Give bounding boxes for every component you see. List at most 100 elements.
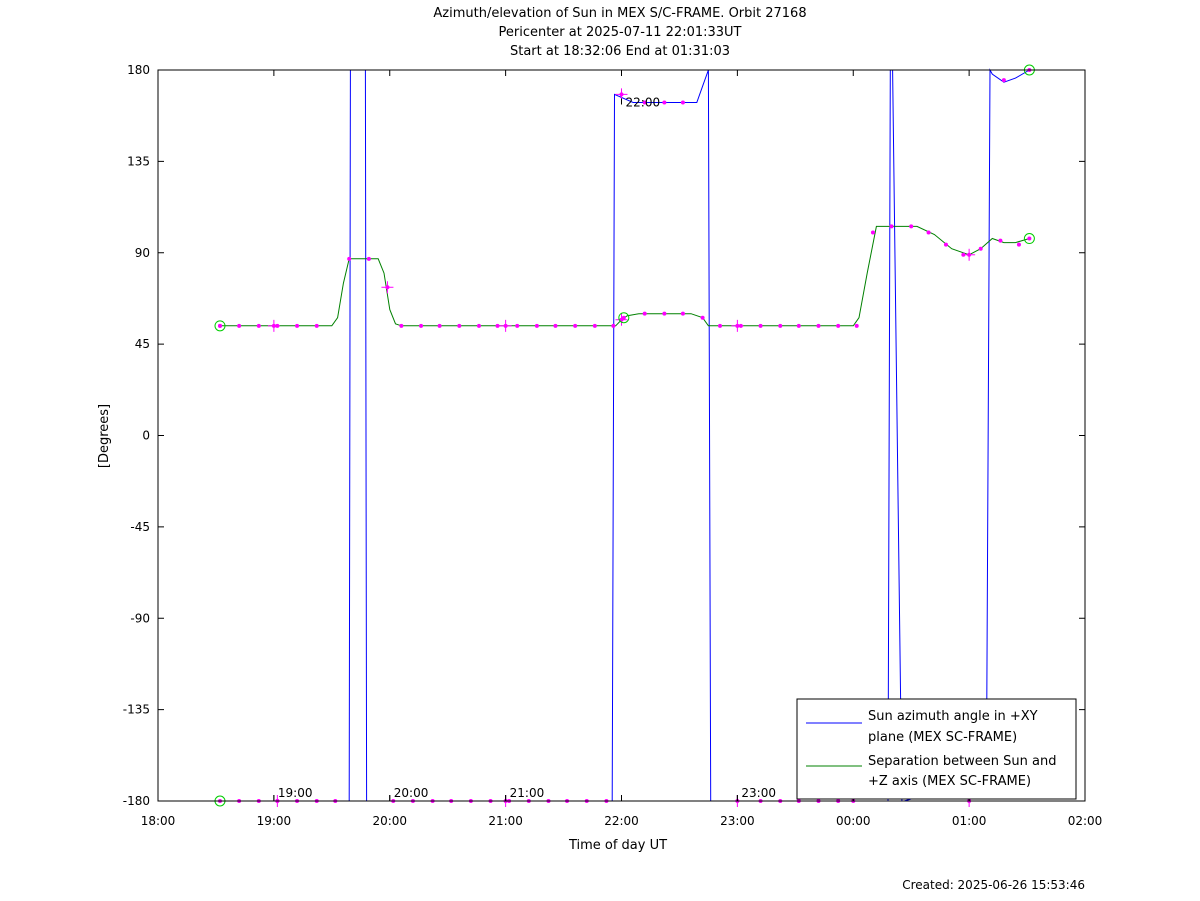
data-marker-dot [717, 323, 722, 328]
hour-annotation-label: 21:00 [510, 786, 545, 800]
chart-subtitle-start-end: Start at 18:32:06 End at 01:31:03 [510, 44, 730, 59]
data-marker-dot [700, 315, 705, 320]
data-marker-dot [295, 323, 300, 328]
data-marker-dot [399, 323, 404, 328]
data-marker-dot [978, 246, 983, 251]
y-tick-label: 45 [135, 337, 150, 351]
created-timestamp: Created: 2025-06-26 15:53:46 [902, 878, 1085, 892]
data-marker-dot [534, 323, 539, 328]
hour-marker-center [385, 285, 390, 290]
data-marker-dot [836, 323, 841, 328]
data-marker-dot [680, 100, 685, 105]
y-tick-label: -45 [130, 520, 150, 534]
data-marker-dot [926, 230, 931, 235]
y-tick-label: -90 [130, 611, 150, 625]
x-tick-label: 20:00 [372, 814, 407, 828]
legend-label-azimuth-line1: Sun azimuth angle in +XY [868, 709, 1038, 724]
y-tick-label: 135 [127, 154, 150, 168]
hour-marker-center [735, 323, 740, 328]
x-axis-label: Time of day UT [568, 838, 667, 853]
data-marker-dot [796, 323, 801, 328]
y-tick-label: -135 [123, 703, 150, 717]
y-tick-label: -180 [123, 794, 150, 808]
hour-annotation-label: 22:00 [626, 96, 661, 110]
hour-marker-cross [731, 319, 744, 332]
hour-marker-cross [499, 319, 512, 332]
endpoint-dot [621, 315, 626, 320]
data-marker-dot [457, 323, 462, 328]
data-marker-dot [1016, 242, 1021, 247]
hour-annotation-label: 20:00 [394, 786, 429, 800]
data-marker-dot [662, 311, 667, 316]
legend-box [796, 698, 1077, 800]
data-marker-dot [680, 311, 685, 316]
data-marker-dot [419, 323, 424, 328]
legend: Sun azimuth angle in +XY plane (MEX SC-F… [796, 698, 1077, 800]
x-tick-label: 02:00 [1068, 814, 1103, 828]
data-marker-dot [889, 224, 894, 229]
hour-annotation: 23:00 [736, 786, 776, 801]
endpoint-dot [217, 323, 222, 328]
hour-annotation: 20:00 [389, 786, 429, 801]
x-tick-label: 00:00 [836, 814, 871, 828]
data-marker-dot [758, 323, 763, 328]
chart-subtitle-pericenter: Pericenter at 2025-07-11 22:01:33UT [498, 25, 741, 40]
series-line-sun-z-separation [220, 225, 1030, 327]
hour-annotation: 21:00 [505, 786, 545, 801]
data-marker-dot [573, 323, 578, 328]
hour-annotation-label: 23:00 [741, 786, 776, 800]
hour-marker-center [967, 252, 972, 257]
plot-frame [157, 69, 1086, 802]
hour-marker-cross [963, 248, 976, 261]
legend-label-separation-line2: +Z axis (MEX SC-FRAME) [868, 774, 1031, 789]
data-marker-dot [642, 100, 647, 105]
data-marker-dot [854, 323, 859, 328]
data-marker-dot [662, 100, 667, 105]
data-marker-dot [314, 323, 319, 328]
y-tick-label: 0 [142, 429, 150, 443]
chart-title: Azimuth/elevation of Sun in MEX S/C-FRAM… [433, 6, 806, 21]
series-line-sun-azimuth [220, 68, 1030, 802]
hour-marker-cross [381, 281, 394, 294]
data-marker-dot [237, 323, 242, 328]
x-tick-label: 22:00 [604, 814, 639, 828]
data-marker-dot [366, 256, 371, 261]
x-tick-label: 21:00 [488, 814, 523, 828]
data-marker-dot [870, 230, 875, 235]
hour-annotation-label: 19:00 [278, 786, 313, 800]
x-tick-label: 01:00 [952, 814, 987, 828]
hour-annotation: 22:00 [621, 96, 661, 110]
data-marker-dot [943, 242, 948, 247]
data-marker-dot [347, 256, 352, 261]
data-marker-dot [998, 238, 1003, 243]
hour-marker-center [271, 323, 276, 328]
hour-marker-cross [267, 319, 280, 332]
data-marker-dot [909, 224, 914, 229]
y-axis-label: [Degrees] [97, 404, 112, 468]
data-marker-dot [816, 323, 821, 328]
endpoint-circle [1023, 233, 1035, 245]
y-tick-label: 180 [127, 63, 150, 77]
data-marker-dot [437, 323, 442, 328]
endpoint-circle [214, 320, 226, 332]
data-marker-dot [476, 323, 481, 328]
data-marker-dot [515, 323, 520, 328]
data-marker-dot [495, 323, 500, 328]
hour-marker-center [503, 323, 508, 328]
x-tick-label: 23:00 [720, 814, 755, 828]
endpoint-circle [618, 312, 630, 324]
y-tick-label: 90 [135, 246, 150, 260]
data-marker-dot [778, 323, 783, 328]
endpoint-dot [1027, 236, 1032, 241]
data-marker-dot [553, 323, 558, 328]
hour-annotation: 19:00 [273, 786, 313, 801]
data-marker-dot [1001, 78, 1006, 83]
data-marker-dot [592, 323, 597, 328]
data-marker-dot [611, 323, 616, 328]
hour-marker-cross [615, 88, 628, 101]
data-marker-dot [256, 323, 261, 328]
x-tick-label: 18:00 [141, 814, 176, 828]
legend-label-azimuth-line2: plane (MEX SC-FRAME) [868, 730, 1017, 745]
hour-marker-center [619, 92, 624, 97]
